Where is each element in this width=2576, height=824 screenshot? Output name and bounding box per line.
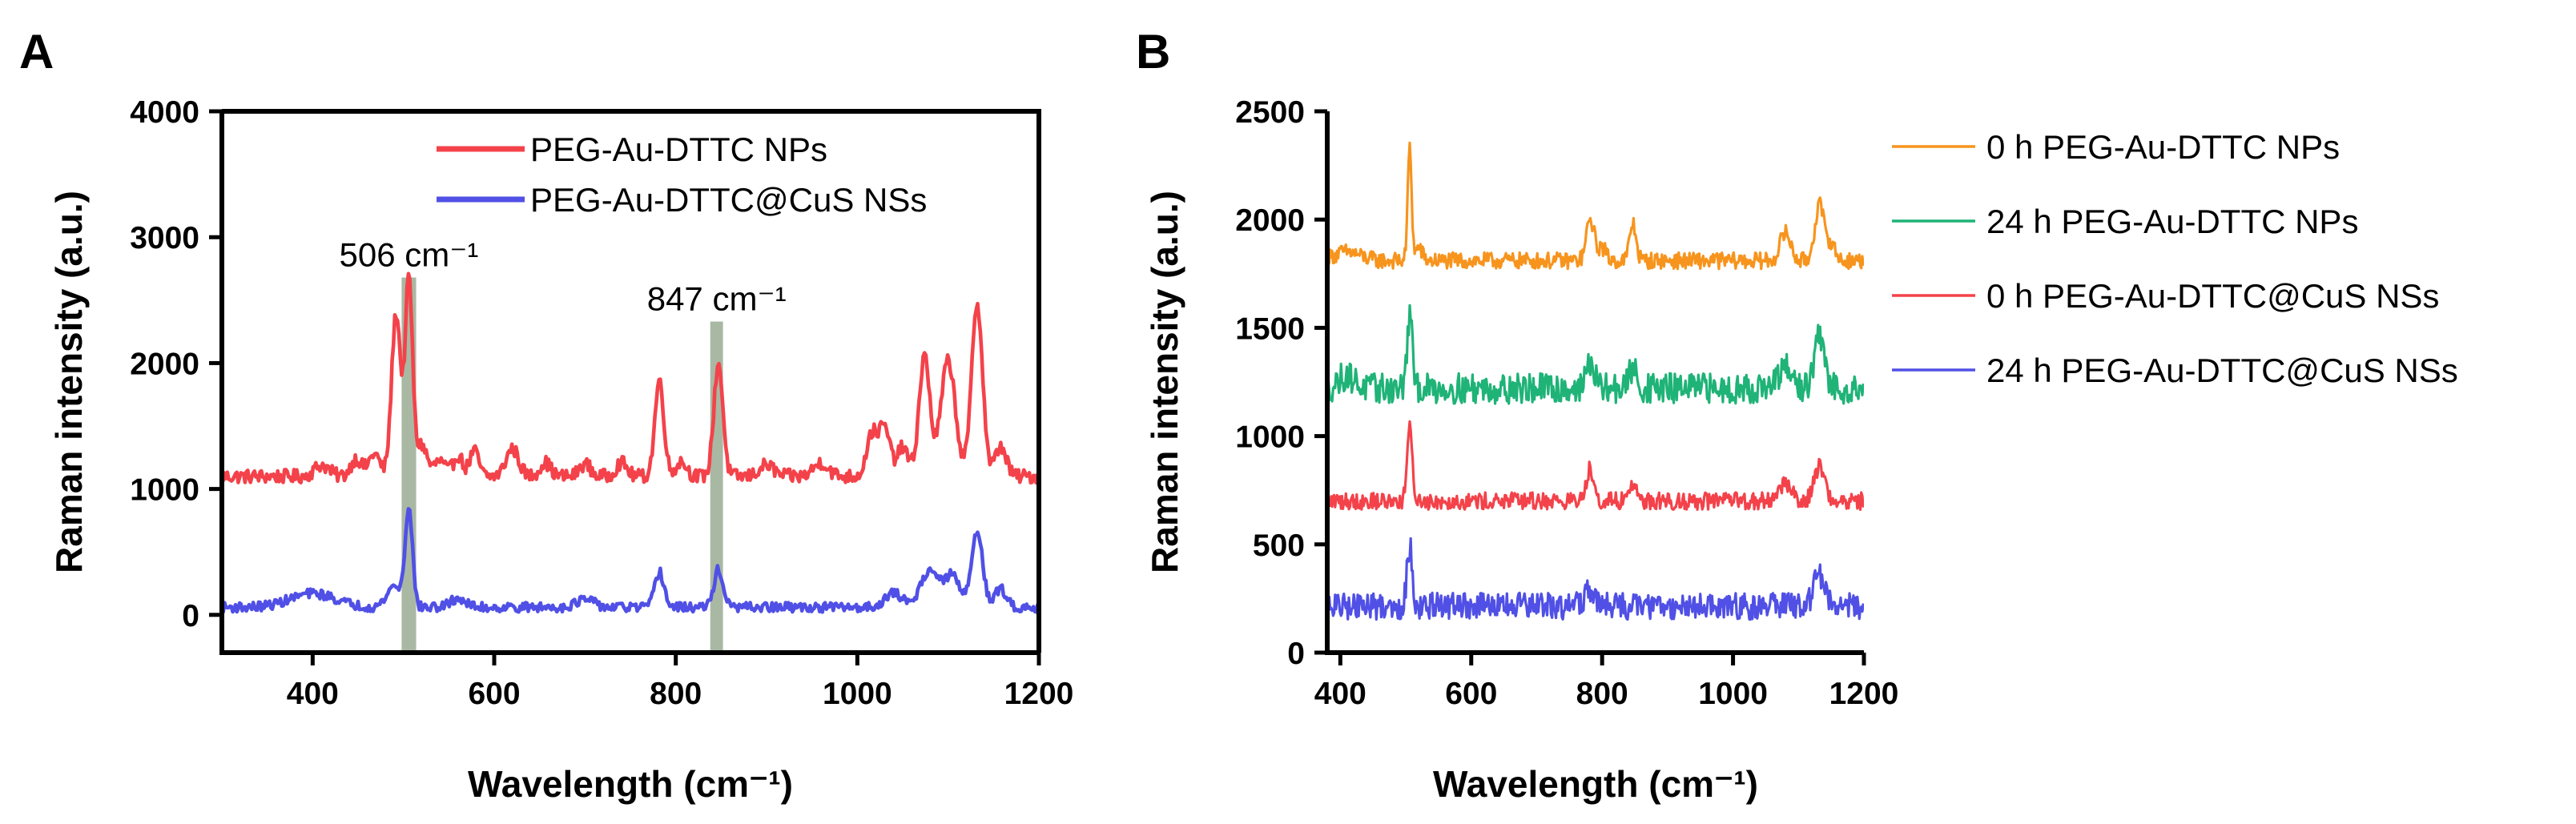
y-tick-label: 0 xyxy=(182,599,199,633)
series-line-0 xyxy=(224,271,1039,485)
legend-label-0: PEG-Au-DTTC NPs xyxy=(530,131,827,168)
y-tick-label: 500 xyxy=(1253,529,1305,563)
series-line-2 xyxy=(1330,420,1864,512)
x-axis-title: Wavelength (cm⁻¹) xyxy=(468,763,793,805)
y-tick-label: 1000 xyxy=(1235,420,1305,455)
y-tick-label: 0 xyxy=(1287,637,1305,671)
x-axis-title: Wavelength (cm⁻¹) xyxy=(1433,763,1758,805)
x-tick-label: 400 xyxy=(1314,677,1366,711)
x-tick-label: 600 xyxy=(1445,677,1497,711)
panel-label-b: B xyxy=(1136,25,1170,78)
y-tick-label: 3000 xyxy=(130,221,199,255)
x-tick-label: 1200 xyxy=(1829,677,1899,711)
axes-box-top-right xyxy=(222,109,1041,653)
axes-frame xyxy=(219,111,1039,655)
y-tick-label: 1000 xyxy=(130,473,199,508)
chart-a: 506 cm⁻¹ 847 cm⁻¹ 400 600 800 1000 1200 0 1000 20… xyxy=(48,95,1073,805)
x-tick-label: 1000 xyxy=(823,677,892,711)
x-tick-label: 800 xyxy=(1576,677,1628,711)
legend-label-2: 0 h PEG-Au-DTTC@CuS NSs xyxy=(1986,277,2439,315)
band-annotation-0: 506 cm⁻¹ xyxy=(340,236,479,274)
x-tick-label: 1200 xyxy=(1004,677,1074,711)
legend-label-3: 24 h PEG-Au-DTTC@CuS NSs xyxy=(1986,352,2458,389)
y-axis-title: Raman intensity (a.u.) xyxy=(1144,191,1185,573)
legend-label-1: 24 h PEG-Au-DTTC NPs xyxy=(1986,203,2358,240)
y-axis-title: Raman intensity (a.u.) xyxy=(48,191,90,573)
chart-b: 400 600 800 1000 1200 0 500 1000 1500 2000 2500 Wav… xyxy=(1144,95,2458,805)
panel-label-a: A xyxy=(19,25,54,78)
legend-label-0: 0 h PEG-Au-DTTC NPs xyxy=(1986,128,2340,166)
y-tick-label: 2000 xyxy=(130,347,199,381)
y-tick-label: 1500 xyxy=(1235,312,1305,346)
y-tick-label: 2000 xyxy=(1235,203,1305,238)
x-tick-label: 400 xyxy=(287,677,339,711)
series-line-0 xyxy=(1330,141,1864,271)
series-line-3 xyxy=(1330,537,1864,621)
y-tick-label: 2500 xyxy=(1235,95,1305,130)
y-tick-label: 4000 xyxy=(130,95,199,130)
x-tick-label: 800 xyxy=(650,677,702,711)
x-tick-label: 1000 xyxy=(1698,677,1768,711)
x-tick-label: 600 xyxy=(468,677,520,711)
legend-label-1: PEG-Au-DTTC@CuS NSs xyxy=(530,181,927,219)
band-annotation-1: 847 cm⁻¹ xyxy=(647,280,787,318)
series-line-1 xyxy=(224,507,1039,614)
series-line-1 xyxy=(1330,303,1864,405)
